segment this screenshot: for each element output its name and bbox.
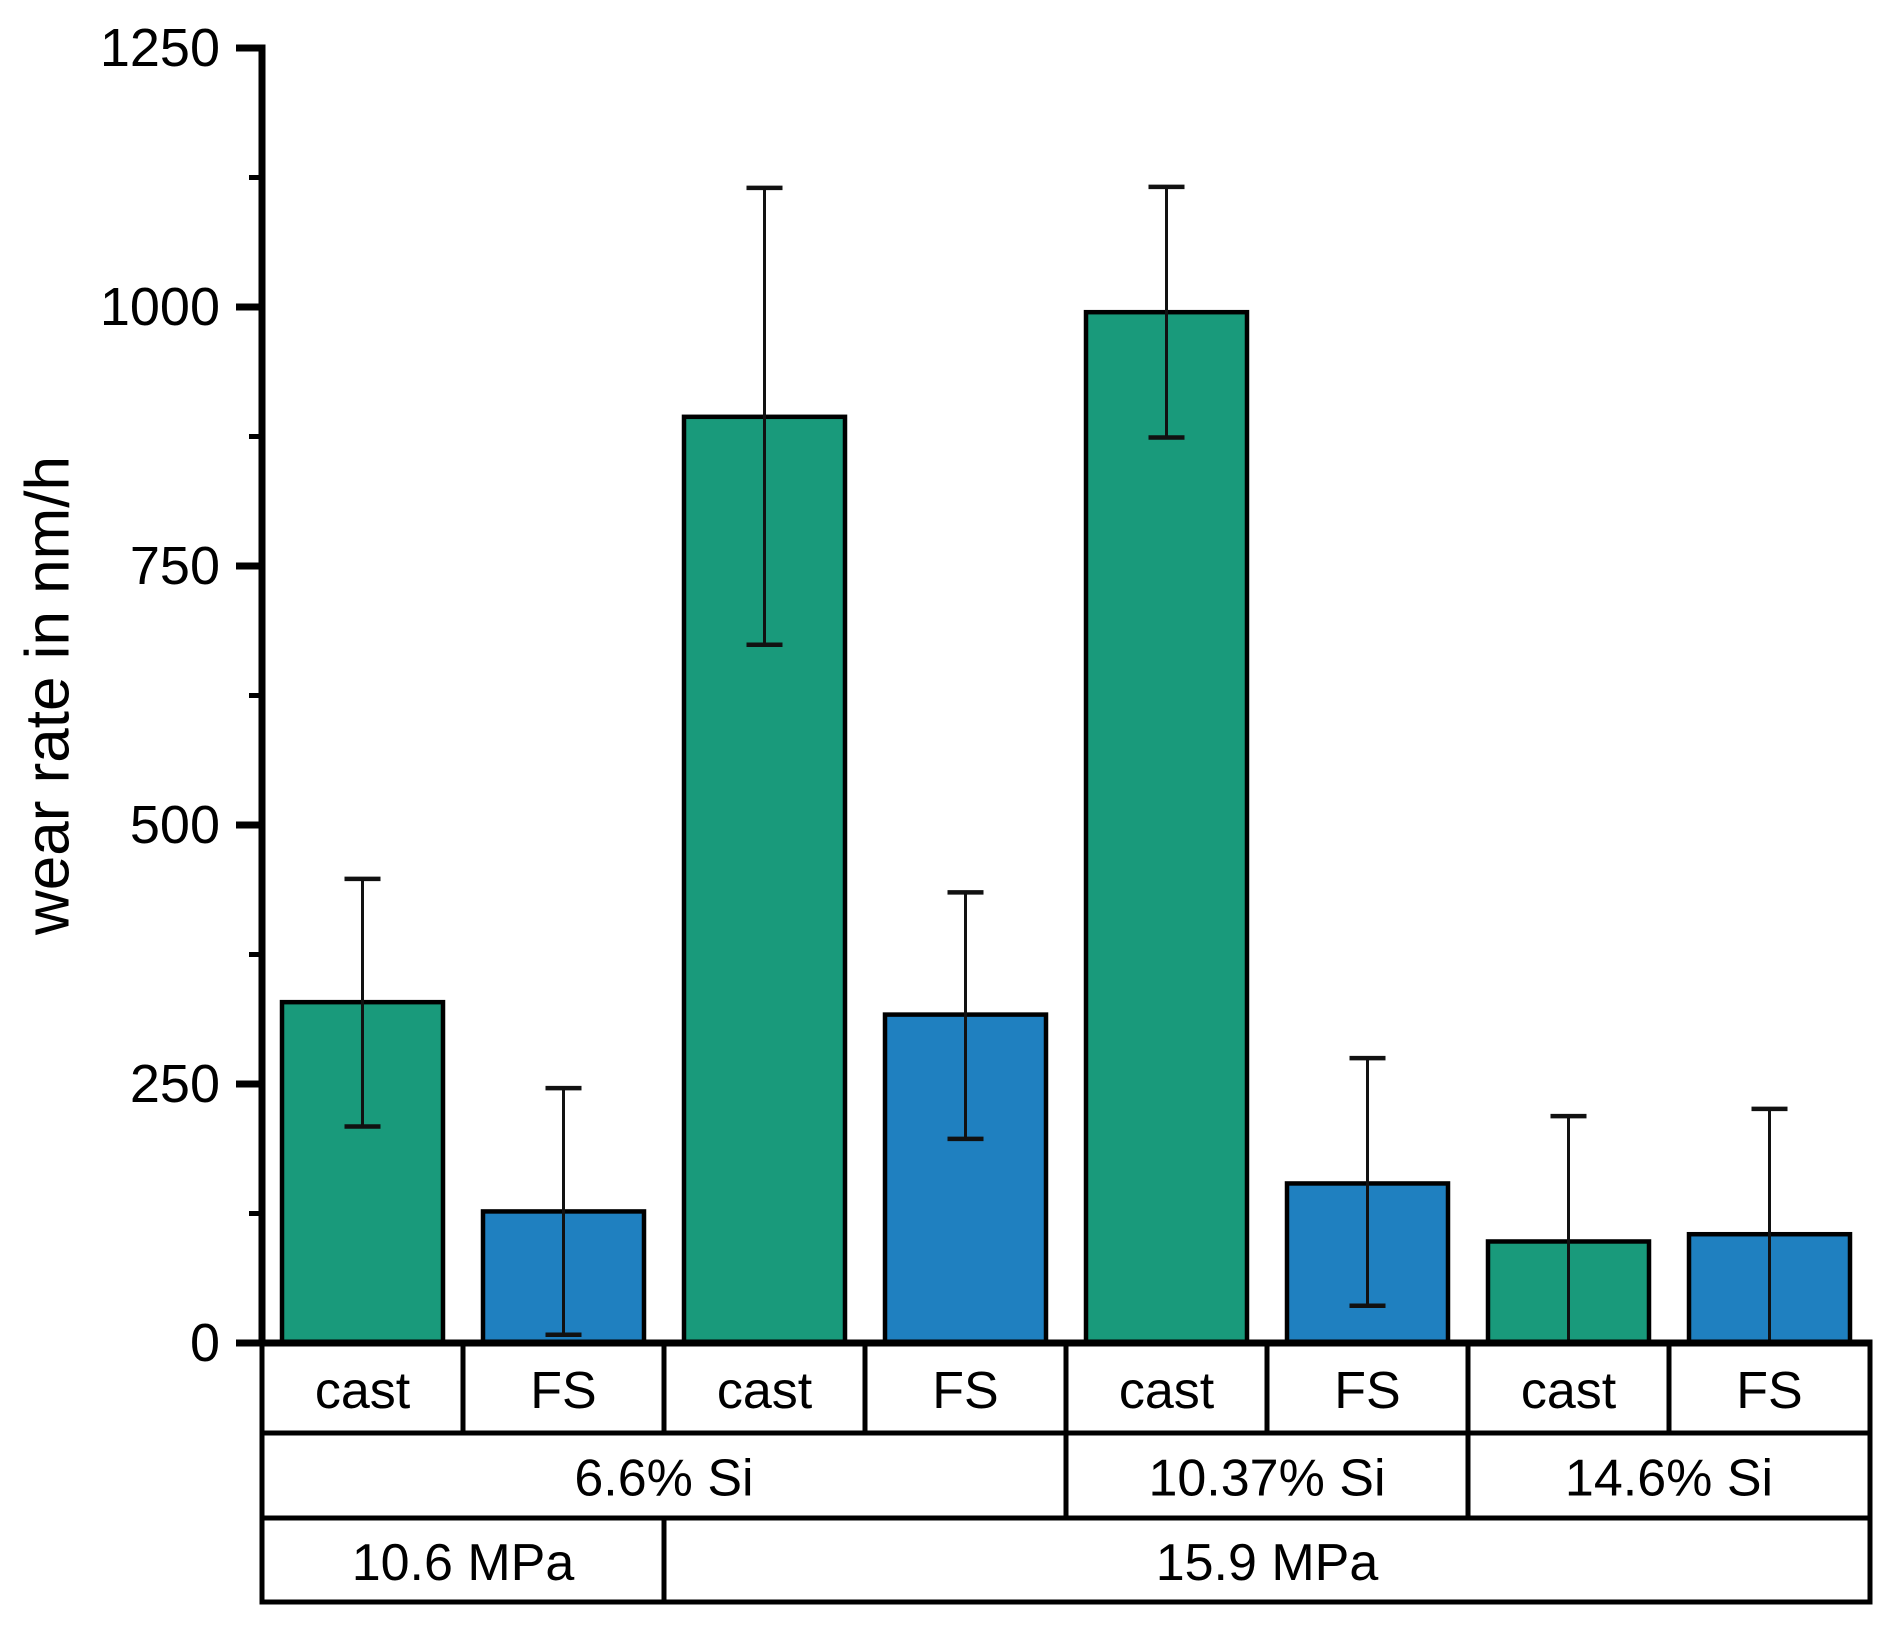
- process-cell-label: FS: [530, 1362, 596, 1420]
- y-tick-label: 250: [130, 1054, 220, 1114]
- pressure-cell-label: 10.6 MPa: [352, 1534, 575, 1592]
- process-cell-label: cast: [717, 1362, 813, 1420]
- process-cell-label: FS: [1334, 1362, 1400, 1420]
- y-tick-label: 1000: [100, 277, 220, 337]
- bar-5-cast: [1083, 309, 1250, 1346]
- pressure-cell-label: 15.9 MPa: [1156, 1534, 1379, 1592]
- silicon-cell-label: 6.6% Si: [574, 1450, 753, 1508]
- y-tick-label: 750: [130, 536, 220, 596]
- y-tick-label: 500: [130, 795, 220, 855]
- silicon-cell-label: 14.6% Si: [1565, 1450, 1773, 1508]
- silicon-cell-label: 10.37% Si: [1148, 1450, 1385, 1508]
- process-cell-label: FS: [1736, 1362, 1802, 1420]
- process-cell-label: cast: [1521, 1362, 1617, 1420]
- y-tick-label: 1250: [100, 18, 220, 78]
- process-cell-label: cast: [1119, 1362, 1215, 1420]
- y-tick-label: 0: [190, 1313, 220, 1373]
- process-cell-label: FS: [932, 1362, 998, 1420]
- table-cell-pressure-2: [661, 1515, 1873, 1605]
- process-cell-label: cast: [315, 1362, 411, 1420]
- bar-4-FS: [882, 1012, 1049, 1346]
- y-axis-title: wear rate in nm/h: [14, 456, 83, 936]
